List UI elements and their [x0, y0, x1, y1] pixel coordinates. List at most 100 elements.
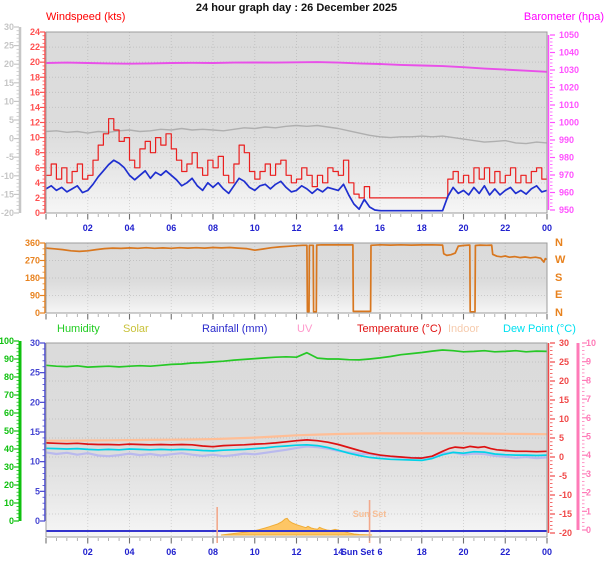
temperature-tick-label: 30 — [559, 338, 569, 348]
windspeed-barometer-plot-frame — [45, 31, 548, 214]
time-tick-label: 6 — [377, 547, 382, 557]
time-tick-label: 02 — [83, 547, 93, 557]
windspeed-tick-label: 16 — [30, 87, 40, 97]
uv-tick-label: 7 — [586, 394, 591, 404]
rainfall-tick-label: 0 — [35, 516, 40, 526]
uv-tick-label: 8 — [586, 375, 591, 385]
windspeed-tick-label: 10 — [30, 133, 40, 143]
barometer-tick-label: 1000 — [559, 118, 579, 128]
humidity-tick-label: 100 — [0, 336, 14, 346]
reference-gray-line — [46, 124, 547, 145]
direction-tick-label: 90 — [30, 291, 40, 301]
legend-dew-point: Dew Point (°C) — [503, 323, 576, 335]
uv-tick-label: 5 — [586, 432, 591, 442]
direction-tick-label: 180 — [25, 273, 40, 283]
rainfall-tick-label: 15 — [30, 427, 40, 437]
humidity-axis-bar — [18, 341, 22, 521]
outer-gray-tick-label: 15 — [4, 78, 14, 88]
humidity-tick-label: 70 — [4, 390, 14, 400]
windspeed-tick-label: 6 — [35, 163, 40, 173]
time-tick-label: 08 — [208, 223, 218, 233]
outer-gray-tick-label: 30 — [4, 22, 14, 32]
barometer-axis-title: Barometer (hpa) — [523, 11, 604, 23]
uv-tick-label: 2 — [586, 488, 591, 498]
uv-axis-bar — [576, 343, 580, 530]
outer-gray-tick-label: -15 — [1, 189, 14, 199]
outer-gray-axis-bar — [18, 27, 22, 213]
temperature-line — [46, 439, 547, 459]
time-tick-label: 02 — [83, 223, 93, 233]
windspeed-axis-title: Windspeed (kts) — [46, 11, 126, 23]
humidity-temperature-chart: 0102030405060708090100051015202530-20-15… — [0, 336, 596, 557]
barometer-tick-label: 950 — [559, 205, 574, 215]
outer-gray-tick-label: -20 — [1, 208, 14, 218]
compass-letter-n-bottom: N — [555, 307, 563, 319]
barometer-tick-label: 980 — [559, 153, 574, 163]
rainfall-tick-label: 20 — [30, 397, 40, 407]
legend-uv: UV — [297, 323, 313, 335]
time-tick-label: 20 — [458, 547, 468, 557]
time-tick-label: 18 — [417, 223, 427, 233]
windspeed-tick-label: 14 — [30, 102, 40, 112]
temperature-tick-label: 5 — [559, 433, 564, 443]
outer-gray-tick-label: 5 — [9, 115, 14, 125]
barometer-tick-label: 990 — [559, 135, 574, 145]
temperature-tick-label: 25 — [559, 357, 569, 367]
windspeed-tick-label: 22 — [30, 42, 40, 52]
temperature-tick-label: 20 — [559, 376, 569, 386]
time-tick-label: 08 — [208, 547, 218, 557]
time-tick-label: 06 — [166, 223, 176, 233]
direction-tick-label: 0 — [35, 308, 40, 318]
humidity-tick-label: 60 — [4, 408, 14, 418]
barometer-tick-label: 1030 — [559, 65, 579, 75]
barometer-tick-label: 1050 — [559, 30, 579, 40]
uv-tick-label: 9 — [586, 357, 591, 367]
wind-direction-chart: 0 90 180 270 360 — [25, 238, 548, 320]
wind-average-line — [46, 159, 547, 212]
uv-tick-label: 6 — [586, 413, 591, 423]
humidity-tick-label: 80 — [4, 372, 14, 382]
barometer-line — [46, 61, 547, 73]
uv-tick-label: 0 — [586, 525, 591, 535]
humidity-tick-label: 50 — [4, 426, 14, 436]
temperature-tick-label: 10 — [559, 414, 569, 424]
rainfall-tick-label: 5 — [35, 486, 40, 496]
legend-humidity: Humidity — [57, 323, 100, 335]
windspeed-tick-label: 18 — [30, 72, 40, 82]
compass-letter-s: S — [555, 272, 563, 284]
temperature-tick-label: 0 — [559, 452, 564, 462]
humidity-tick-label: 20 — [4, 480, 14, 490]
time-tick-label: 10 — [250, 223, 260, 233]
compass-letter-e: E — [555, 289, 563, 301]
humidity-temperature-plot-frame — [45, 342, 548, 538]
temperature-tick-label: -5 — [559, 471, 567, 481]
barometer-tick-label: 960 — [559, 188, 574, 198]
humidity-tick-label: 40 — [4, 444, 14, 454]
time-tick-label: 16 — [375, 223, 385, 233]
humidity-tick-label: 30 — [4, 462, 14, 472]
wind-chill-line — [46, 445, 547, 460]
windspeed-tick-label: 8 — [35, 148, 40, 158]
time-tick-label: 00 — [542, 223, 552, 233]
windspeed-tick-label: 2 — [35, 193, 40, 203]
legend-temperature: Temperature (°C) — [357, 323, 442, 335]
time-tick-label: 14 — [333, 547, 343, 557]
time-tick-label: 04 — [124, 547, 134, 557]
sunset-plot-label: Sun Set — [353, 509, 387, 519]
outer-gray-tick-label: 10 — [4, 96, 14, 106]
windspeed-tick-label: 24 — [30, 27, 40, 37]
humidity-tick-label: 0 — [9, 516, 14, 526]
wind-gust-line — [46, 118, 547, 199]
indoor-temperature-line — [46, 432, 547, 442]
legend-rainfall: Rainfall (mm) — [202, 323, 268, 335]
temperature-tick-label: -15 — [559, 509, 572, 519]
windspeed-tick-label: 20 — [30, 57, 40, 67]
temperature-tick-label: -20 — [559, 528, 572, 538]
temperature-tick-label: -10 — [559, 490, 572, 500]
time-tick-label: 10 — [250, 547, 260, 557]
time-tick-label: 22 — [500, 547, 510, 557]
barometer-tick-label: 1010 — [559, 100, 579, 110]
direction-tick-label: 270 — [25, 256, 40, 266]
